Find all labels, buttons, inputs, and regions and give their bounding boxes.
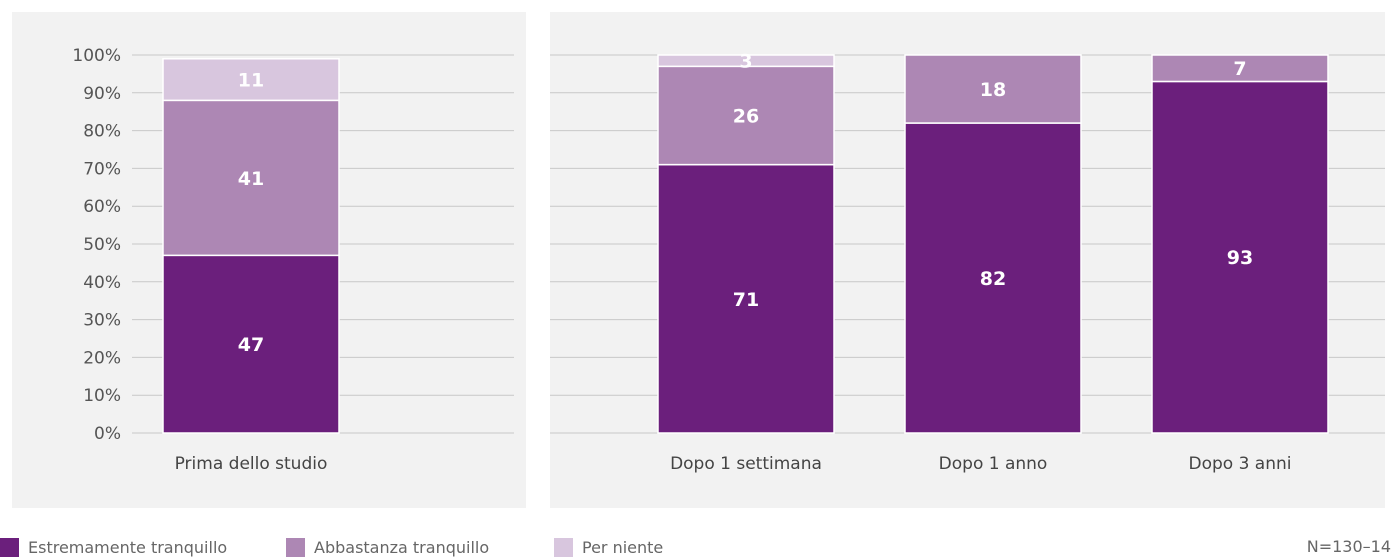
x-category-label: Dopo 3 anni [1189,454,1292,474]
bar-segment [904,54,1082,124]
legend-label: Abbastanza tranquillo [314,537,490,557]
y-tick-label: 90% [83,84,121,104]
bar-segment [904,122,1082,434]
data-label: 11 [238,70,264,92]
data-label: 3 [739,51,752,73]
chart-before-svg: 0% 10% 20% 30% 40% 50% 60% 70% 80% 90% 100% 47 41 11 P… [72,46,514,474]
data-label: 71 [733,289,759,311]
legend-item-estremamente: Estremamente tranquillo [0,537,227,557]
y-tick-label: 60% [83,197,121,217]
data-label: 47 [238,334,264,356]
x-category-label: Prima dello studio [175,454,328,474]
legend-label: Per niente [582,537,664,557]
chart-panel-before: 0% 10% 20% 30% 40% 50% 60% 70% 80% 90% 100% 47 41 11 P… [12,12,526,508]
y-tick-label: 40% [83,273,121,293]
bar-segment [657,65,835,166]
legend-swatch [286,537,305,557]
bar-segment [1151,80,1329,434]
y-tick-label: 0% [94,424,121,444]
chart-after-svg: 71 26 3 Dopo 1 settimana 82 18 Dopo 1 anno 93 7 D… [550,51,1385,474]
x-category-label: Dopo 1 anno [939,454,1048,474]
bar-segment [1151,54,1329,83]
y-tick-label: 100% [72,46,121,66]
legend-item-per-niente: Per niente [554,537,663,557]
y-tick-label: 70% [83,159,121,179]
bar-segment [162,254,340,434]
y-tick-label: 50% [83,235,121,255]
sample-size-note: N=130–14 [1306,537,1391,556]
y-tick-label: 20% [83,348,121,368]
legend-swatch [0,537,19,557]
legend-swatch [554,537,573,557]
data-label: 41 [238,168,264,190]
chart-panel-after: 71 26 3 Dopo 1 settimana 82 18 Dopo 1 anno 93 7 D… [550,12,1385,508]
data-label: 82 [980,268,1006,290]
legend-item-abbastanza: Abbastanza tranquillo [286,537,489,557]
data-label: 7 [1233,58,1246,80]
bar-segment [657,54,835,68]
data-label: 93 [1227,247,1253,269]
bar-segment [162,99,340,257]
y-tick-label: 80% [83,122,121,142]
legend-label: Estremamente tranquillo [28,537,228,557]
data-label: 18 [980,79,1006,101]
x-category-label: Dopo 1 settimana [670,454,822,474]
y-tick-label: 30% [83,311,121,331]
bar-segment [162,58,340,102]
y-tick-label: 10% [83,386,121,406]
data-label: 26 [733,105,759,127]
